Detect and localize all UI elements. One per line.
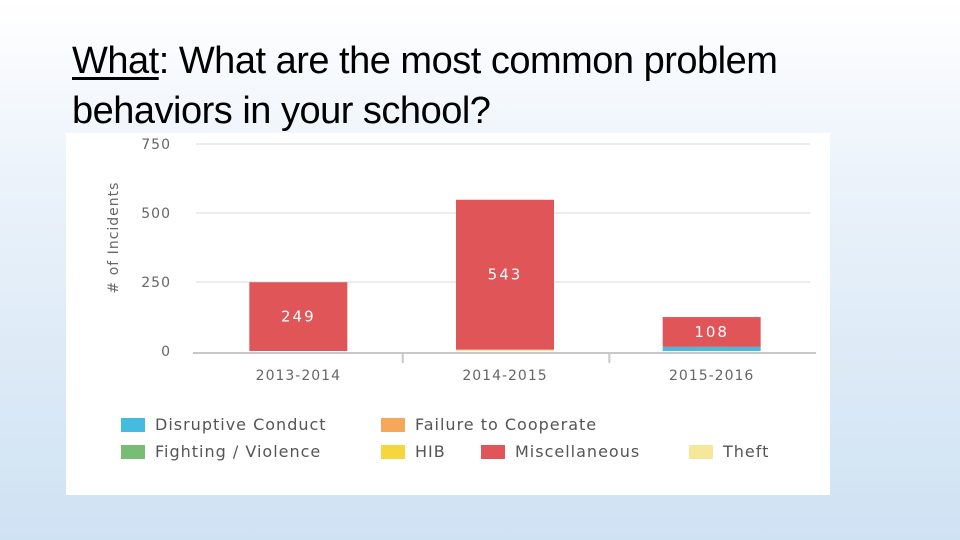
data-label: 108 — [694, 323, 729, 341]
bar-miscellaneous — [662, 317, 761, 347]
title-keyword: What — [72, 40, 159, 82]
legend-swatch — [381, 444, 405, 459]
x-tick-label: 2015-2016 — [669, 368, 754, 384]
bar-disruptive-conduct — [662, 346, 761, 351]
bar-theft — [456, 349, 554, 351]
data-label: 249 — [281, 308, 316, 326]
legend-label: Disruptive Conduct — [155, 415, 327, 434]
data-label: 543 — [488, 266, 523, 284]
legend-label: HIB — [415, 442, 446, 461]
y-tick-label: 0 — [161, 344, 171, 360]
legend-label: Fighting / Violence — [155, 442, 322, 461]
legend-swatch — [381, 417, 405, 432]
legend-item[interactable]: Disruptive Conduct — [121, 415, 327, 434]
y-tick-label: 250 — [141, 275, 171, 291]
y-tick-label: 750 — [141, 137, 171, 153]
legend-swatch — [481, 444, 505, 459]
legend-swatch — [121, 444, 145, 459]
legend-item[interactable]: Fighting / Violence — [121, 442, 321, 461]
title-question: : What are the most common problem behav… — [72, 40, 778, 132]
incidents-bar-chart: 0 250 500 750 # of Incidents 2013-2014 2014-20… — [106, 137, 816, 384]
legend-item[interactable]: Theft — [689, 442, 769, 461]
legend-item[interactable]: HIB — [381, 442, 446, 461]
chart-legend: Disruptive Conduct Failure to Cooperate Fi… — [66, 133, 830, 495]
chart-card: 0 250 500 750 # of Incidents 2013-2014 2014-20… — [66, 133, 830, 495]
legend-swatch — [121, 417, 145, 432]
legend-label: Theft — [723, 442, 770, 461]
x-tick-label: 2014-2015 — [462, 368, 547, 384]
legend-label: Failure to Cooperate — [415, 415, 598, 434]
bar-miscellaneous — [249, 282, 348, 351]
x-tick-label: 2013-2014 — [256, 368, 341, 384]
y-axis-title: # of Incidents — [106, 182, 122, 294]
slide-title: What: What are the most common problem b… — [72, 36, 932, 136]
legend-label: Miscellaneous — [515, 442, 641, 461]
legend-item[interactable]: Miscellaneous — [481, 442, 640, 461]
legend-swatch — [689, 444, 713, 459]
bar-miscellaneous — [456, 199, 554, 350]
y-tick-label: 500 — [141, 206, 171, 222]
legend-item[interactable]: Failure to Cooperate — [381, 415, 597, 434]
